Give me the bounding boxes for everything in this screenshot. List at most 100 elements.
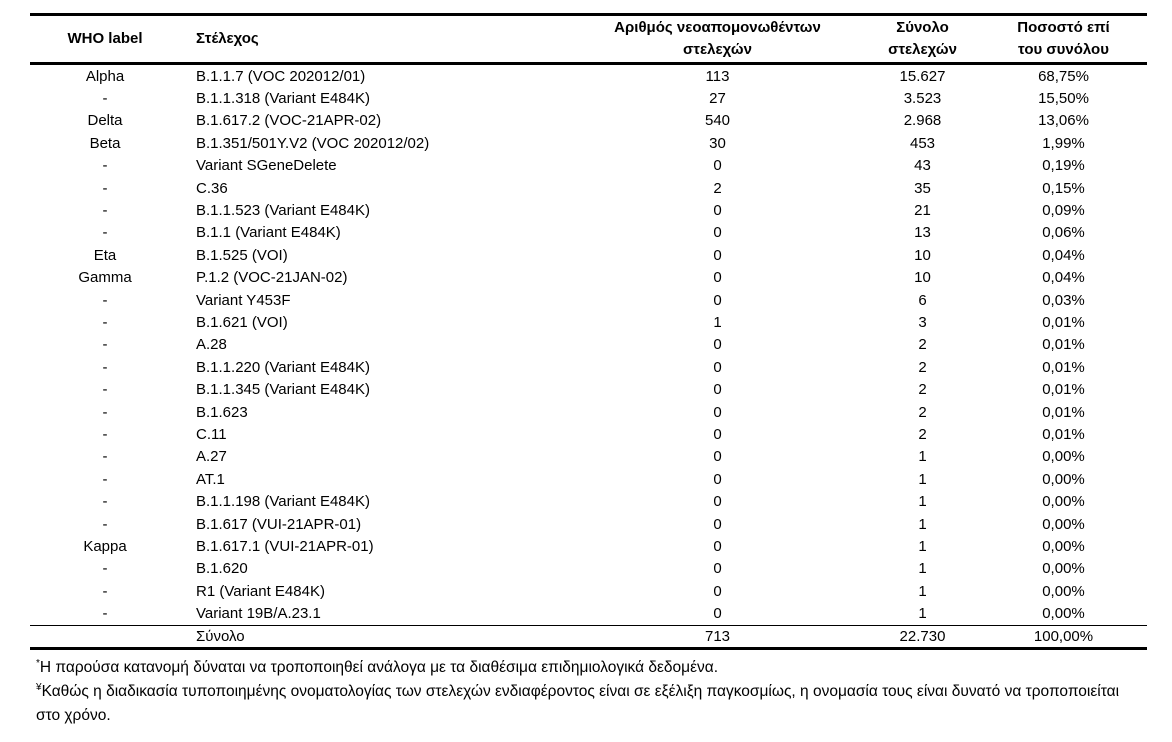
total-label-cell: Σύνολο: [196, 627, 245, 645]
table-row: - B.1.617 (VUI-21APR-01) 0 1 0,00%: [30, 513, 1147, 535]
who-label-cell: -: [102, 90, 108, 108]
strain-cell: P.1.2 (VOC-21JAN-02): [196, 269, 348, 287]
table-row: - B.1.620 0 1 0,00%: [30, 558, 1147, 580]
strain-cell: B.1.1 (Variant E484K): [196, 224, 341, 242]
header-percent-of-total: Ποσοστό επί του συνόλου: [1017, 19, 1110, 58]
strain-cell: B.1.1.318 (Variant E484K): [196, 90, 370, 108]
table-row: - B.1.1.220 (Variant E484K) 0 2 0,01%: [30, 356, 1147, 378]
strain-cell: AT.1: [196, 470, 225, 488]
total-strains-cell: 2: [918, 358, 927, 376]
strain-cell: B.1.1.198 (Variant E484K): [196, 493, 370, 511]
table-row: - B.1.621 (VOI) 1 3 0,01%: [30, 311, 1147, 333]
strain-cell: B.1.1.345 (Variant E484K): [196, 381, 370, 399]
who-label-cell: -: [102, 448, 108, 466]
percent-cell: 0,00%: [1042, 470, 1085, 488]
table-row: - B.1.1.345 (Variant E484K) 0 2 0,01%: [30, 378, 1147, 400]
percent-cell: 0,03%: [1042, 291, 1085, 309]
total-strains-cell: 2.968: [903, 112, 942, 130]
table-row: - Variant SGeneDelete 0 43 0,19%: [30, 155, 1147, 177]
strain-cell: C.36: [196, 179, 228, 197]
total-strains-cell: 453: [909, 134, 936, 152]
percent-cell: 0,01%: [1042, 313, 1085, 331]
percent-cell: 0,00%: [1042, 493, 1085, 511]
who-label-cell: -: [102, 425, 108, 443]
total-strains-cell: 10: [914, 246, 931, 264]
strain-cell: R1 (Variant E484K): [196, 582, 325, 600]
strain-cell: B.1.621 (VOI): [196, 313, 288, 331]
variants-table: WHO label Στέλεχος Αριθμός νεοαπομονωθέν…: [30, 13, 1147, 650]
table-total-row: Σύνολο 713 22.730 100,00%: [30, 624, 1147, 650]
total-strains-cell: 1: [918, 493, 927, 511]
total-strains-cell: 2: [918, 425, 927, 443]
total-strains-cell: 3.523: [903, 90, 942, 108]
total-strains-cell: 10: [914, 269, 931, 287]
percent-cell: 0,04%: [1042, 269, 1085, 287]
total-strains-cell: 1: [918, 605, 927, 623]
percent-cell: 0,01%: [1042, 425, 1085, 443]
percent-cell: 0,00%: [1042, 582, 1085, 600]
strain-cell: Variant 19B/A.23.1: [196, 605, 321, 623]
percent-cell: 0,19%: [1042, 157, 1085, 175]
new-isolates-cell: 0: [713, 403, 722, 421]
who-label-cell: -: [102, 313, 108, 331]
who-label-cell: -: [102, 403, 108, 421]
table-row: - AT.1 0 1 0,00%: [30, 468, 1147, 490]
percent-cell: 0,09%: [1042, 202, 1085, 220]
total-strains-cell: 1: [918, 582, 927, 600]
percent-cell: 68,75%: [1038, 67, 1089, 85]
total-strains-cell: 13: [914, 224, 931, 242]
new-isolates-cell: 0: [713, 336, 722, 354]
new-isolates-cell: 0: [713, 425, 722, 443]
percent-cell: 15,50%: [1038, 90, 1089, 108]
new-isolates-cell: 27: [709, 90, 726, 108]
table-row: - B.1.1.523 (Variant E484K) 0 21 0,09%: [30, 199, 1147, 221]
who-label-cell: Gamma: [78, 269, 132, 287]
table-row: Delta B.1.617.2 (VOC-21APR-02) 540 2.968 13,…: [30, 110, 1147, 132]
who-label-cell: -: [102, 358, 108, 376]
who-label-cell: Beta: [89, 134, 121, 152]
table-row: - Variant Y453F 0 6 0,03%: [30, 289, 1147, 311]
who-label-cell: -: [102, 224, 108, 242]
new-isolates-cell: 0: [713, 515, 722, 533]
footnote-marker: ¥: [36, 681, 42, 693]
percent-cell: 0,06%: [1042, 224, 1085, 242]
new-isolates-cell: 0: [713, 470, 722, 488]
strain-cell: Variant Y453F: [196, 291, 291, 309]
footnote: *Η παρούσα κατανομή δύναται να τροποποιη…: [36, 657, 719, 676]
table-row: - B.1.623 0 2 0,01%: [30, 401, 1147, 423]
total-percent-cell: 100,00%: [1033, 627, 1094, 645]
total-strains-cell: 15.627: [899, 67, 946, 85]
percent-cell: 0,00%: [1042, 515, 1085, 533]
percent-cell: 1,99%: [1042, 134, 1085, 152]
table-row: Eta B.1.525 (VOI) 0 10 0,04%: [30, 244, 1147, 266]
total-strains-cell: 21: [914, 202, 931, 220]
total-strains-cell: 1: [918, 515, 927, 533]
new-isolates-cell: 2: [713, 179, 722, 197]
who-label-cell: -: [102, 515, 108, 533]
strain-cell: B.1.617 (VUI-21APR-01): [196, 515, 362, 533]
new-isolates-cell: 540: [704, 112, 731, 130]
table-row: - Variant 19B/A.23.1 0 1 0,00%: [30, 602, 1147, 624]
total-strains-cell: 1: [918, 470, 927, 488]
header-strain: Στέλεχος: [196, 30, 259, 48]
table-row: - C.11 0 2 0,01%: [30, 423, 1147, 445]
percent-cell: 0,01%: [1042, 381, 1085, 399]
new-isolates-cell: 0: [713, 224, 722, 242]
strain-cell: Variant SGeneDelete: [196, 157, 337, 175]
table-row: - C.36 2 35 0,15%: [30, 177, 1147, 199]
new-isolates-cell: 0: [713, 291, 722, 309]
new-isolates-cell: 0: [713, 493, 722, 511]
who-label-cell: -: [102, 493, 108, 511]
percent-cell: 0,04%: [1042, 246, 1085, 264]
new-isolates-cell: 0: [713, 560, 722, 578]
table-row: Beta B.1.351/501Y.V2 (VOC 202012/02) 30 453…: [30, 132, 1147, 154]
new-isolates-cell: 113: [705, 67, 730, 85]
who-label-cell: -: [102, 605, 108, 623]
percent-cell: 0,00%: [1042, 537, 1085, 555]
strain-cell: B.1.1.7 (VOC 202012/01): [196, 67, 366, 85]
who-label-cell: -: [102, 560, 108, 578]
total-strains-cell: 1: [918, 560, 927, 578]
who-label-cell: Eta: [93, 246, 117, 264]
new-isolates-cell: 1: [713, 313, 722, 331]
total-strains-cell: 1: [918, 537, 927, 555]
